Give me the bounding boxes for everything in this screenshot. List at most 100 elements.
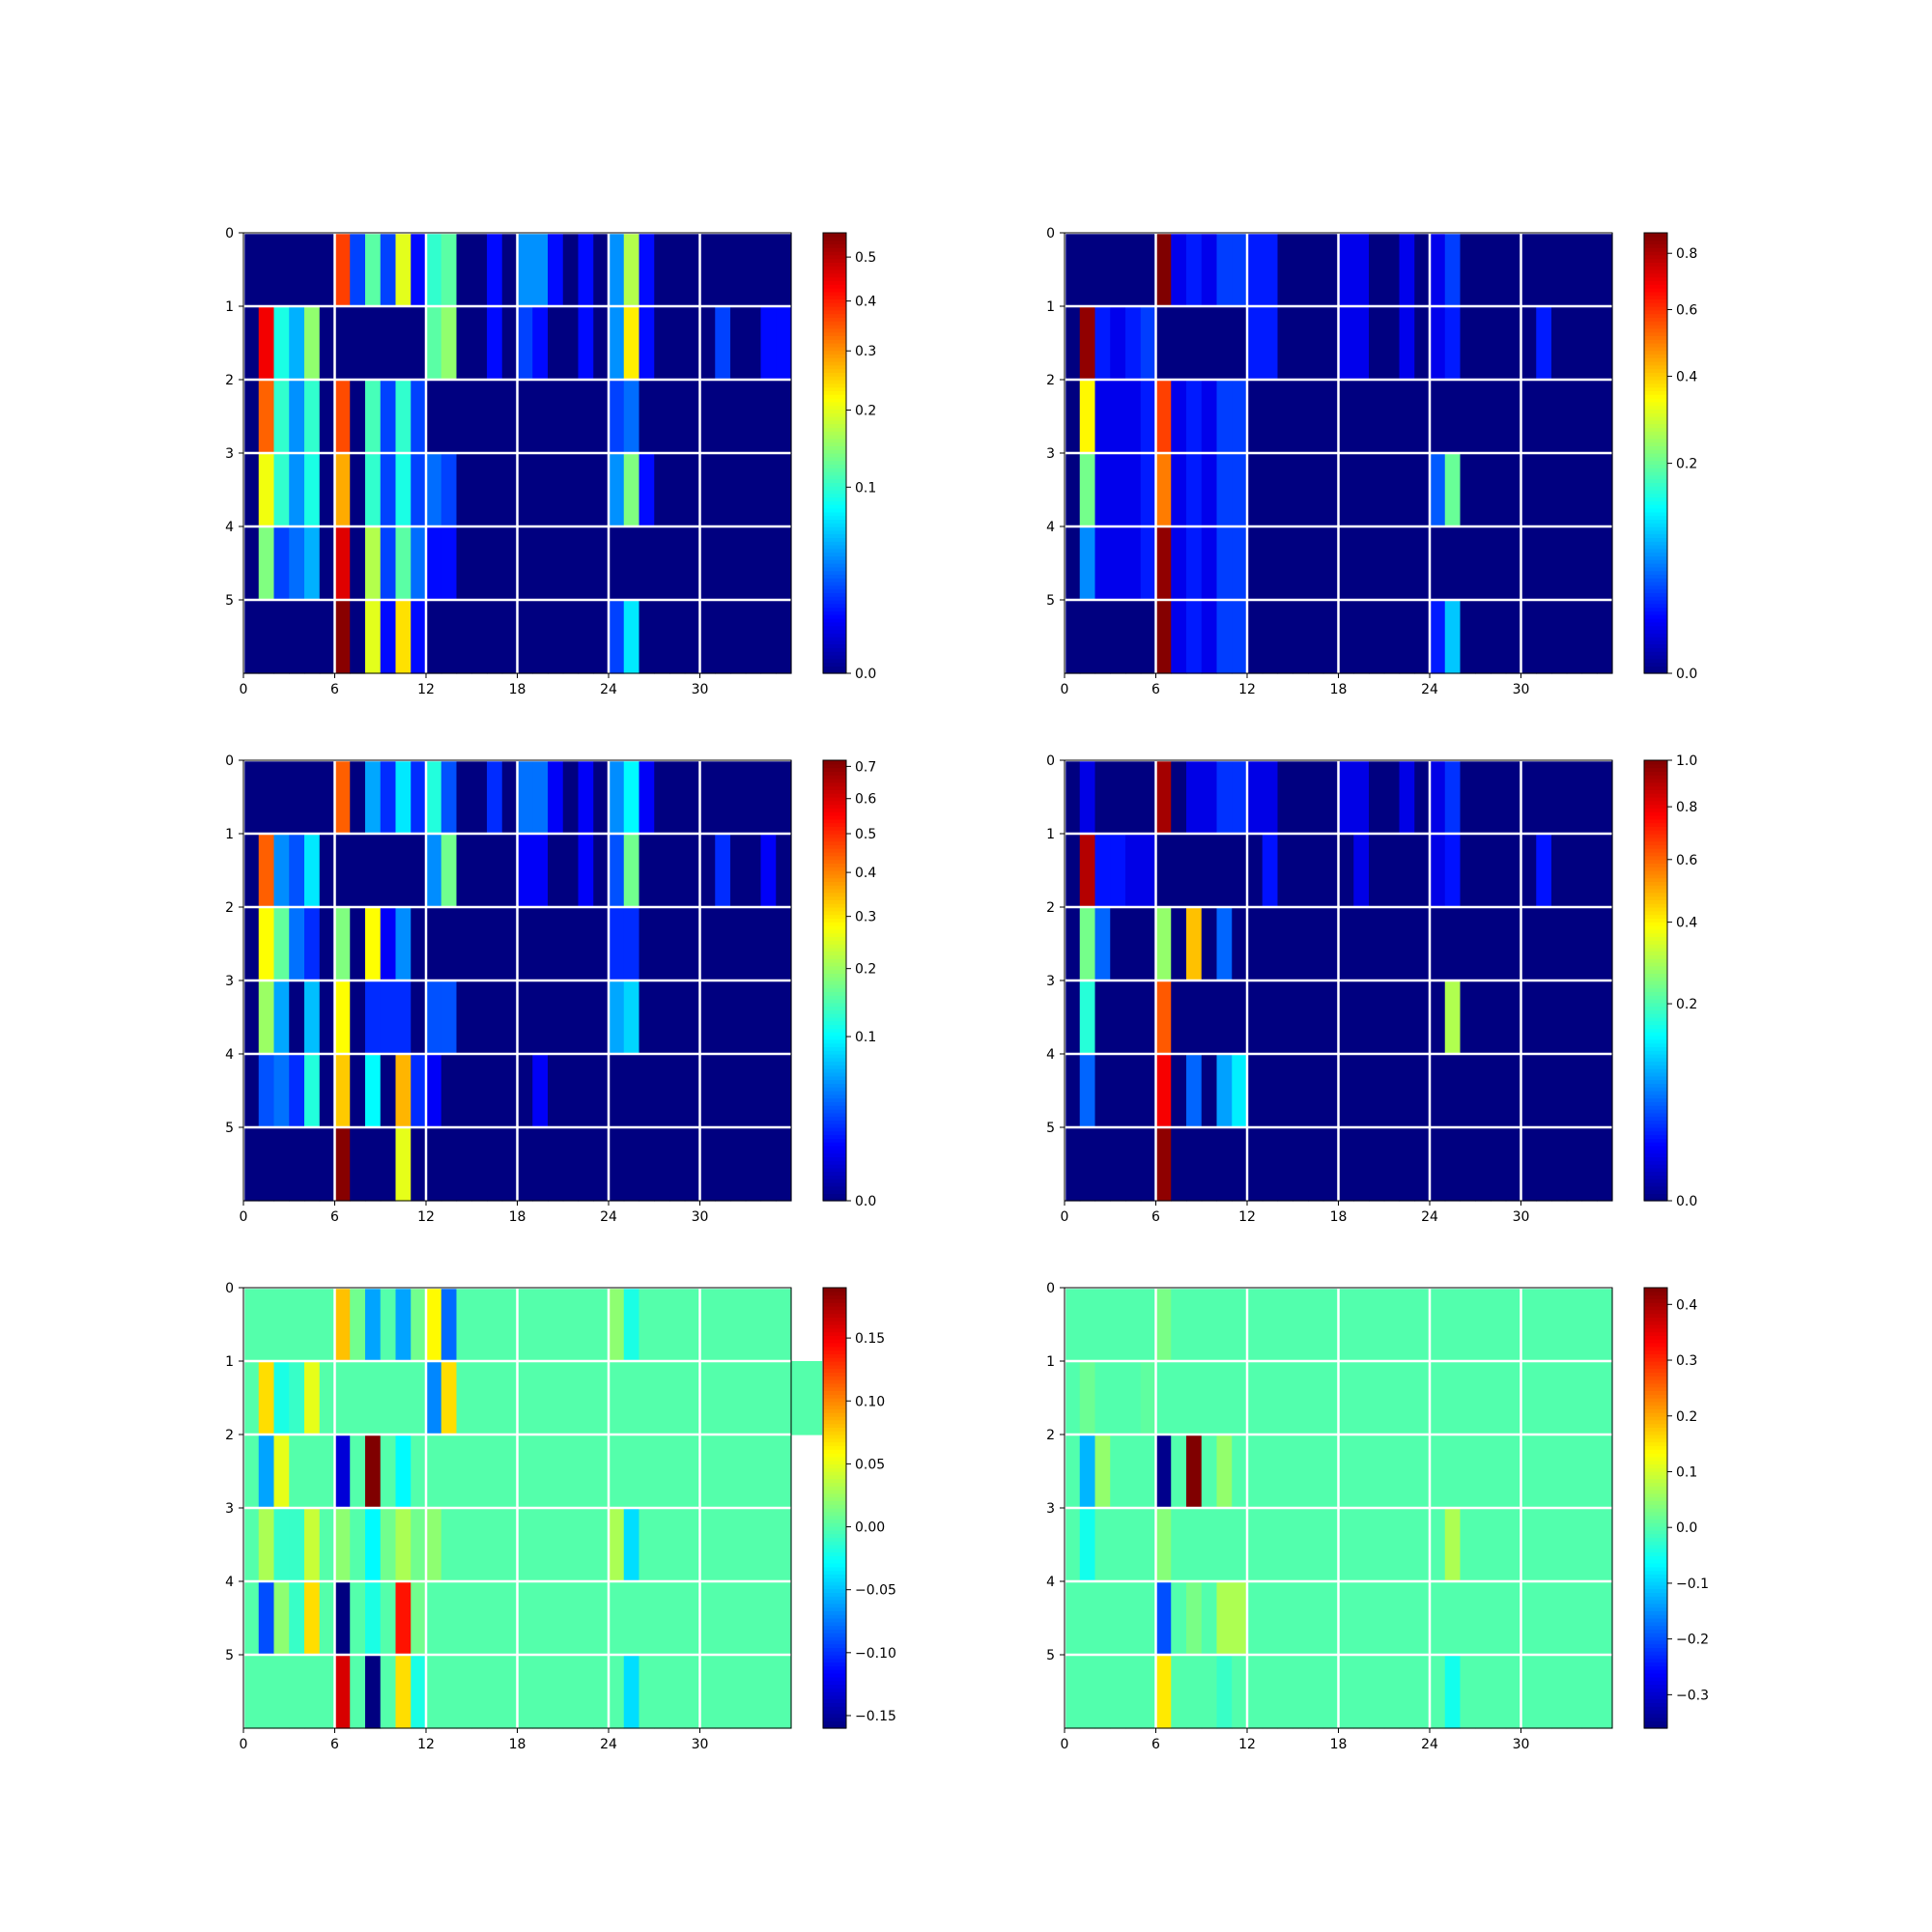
heatmap-cell <box>684 1127 701 1202</box>
heatmap-cell <box>1551 1435 1568 1509</box>
heatmap-cell <box>426 526 442 601</box>
heatmap-cell <box>273 1655 290 1729</box>
heatmap-cell <box>1520 526 1537 601</box>
heatmap-cell <box>426 1288 442 1362</box>
heatmap-cell <box>1383 980 1401 1055</box>
heatmap-cell <box>1369 907 1385 981</box>
heatmap-cell <box>1536 980 1552 1055</box>
heatmap-cell <box>395 306 412 381</box>
colorbar-band <box>823 771 846 776</box>
colorbar-band <box>823 1441 846 1446</box>
heatmap-cell <box>1338 1655 1354 1729</box>
heatmap-cell <box>1277 1361 1293 1435</box>
heatmap-cell <box>395 1581 412 1656</box>
heatmap-cell <box>1140 233 1157 307</box>
heatmap-cell <box>501 1435 519 1509</box>
colorbar-band <box>1644 1017 1667 1022</box>
colorbar-band <box>1644 785 1667 790</box>
heatmap-cell <box>456 834 472 908</box>
heatmap-cell <box>548 526 564 601</box>
colorbar-band <box>1644 1386 1667 1391</box>
heatmap-cell <box>1460 526 1476 601</box>
colorbar-band <box>823 962 846 967</box>
heatmap-cell <box>1125 760 1142 835</box>
heatmap-cell <box>1308 1127 1324 1202</box>
colorbar-band <box>823 390 846 395</box>
heatmap-cell <box>411 834 427 908</box>
colorbar-band <box>1644 1024 1667 1029</box>
heatmap-cell <box>1338 834 1354 908</box>
colorbar-band <box>1644 1142 1667 1147</box>
heatmap-cell <box>1079 760 1096 835</box>
colorbar-band <box>1644 555 1667 560</box>
heatmap-cell <box>1338 1288 1354 1362</box>
colorbar-band <box>823 840 846 845</box>
colorbar-band <box>823 607 846 611</box>
heatmap-cell <box>1430 600 1446 674</box>
colorbar-band <box>823 1639 846 1645</box>
heatmap-cell <box>1475 453 1492 527</box>
heatmap-cell <box>304 306 321 381</box>
heatmap-cell <box>1536 233 1552 307</box>
colorbar-band <box>1644 1309 1667 1315</box>
heatmap-cell <box>1475 834 1492 908</box>
colorbar-band <box>823 980 846 985</box>
heatmap-cell <box>1201 980 1218 1055</box>
heatmap-cell <box>1566 233 1583 307</box>
colorbar-band <box>823 1094 846 1099</box>
heatmap-cell <box>1444 306 1462 381</box>
heatmap-cell <box>1262 1435 1279 1509</box>
heatmap-cell <box>440 1508 458 1582</box>
heatmap-cell <box>380 306 397 381</box>
heatmap-cell <box>578 1581 594 1656</box>
heatmap-cell <box>1171 526 1187 601</box>
colorbar-band <box>823 922 846 926</box>
y-tick-label: 4 <box>1046 1575 1055 1590</box>
heatmap-cell <box>1430 1655 1446 1729</box>
heatmap-cell <box>350 907 366 981</box>
heatmap-cell <box>1551 760 1568 835</box>
x-tick-label: 18 <box>509 1209 526 1225</box>
heatmap-cell <box>1277 1655 1293 1729</box>
heatmap-cell <box>1581 1655 1598 1729</box>
heatmap-cell <box>578 306 594 381</box>
colorbar-band <box>823 240 846 244</box>
colorbar-band <box>1644 325 1667 329</box>
heatmap-cell <box>1581 1581 1598 1656</box>
colorbar-band <box>1644 490 1667 495</box>
colorbar-band <box>823 1698 846 1703</box>
heatmap-cell <box>623 834 640 908</box>
colorbar-band <box>1644 1382 1667 1388</box>
colorbar-tick-label: 0.2 <box>1676 457 1697 472</box>
colorbar-band <box>823 1294 846 1299</box>
colorbar-band <box>1644 523 1667 527</box>
colorbar-band <box>1644 1566 1667 1572</box>
y-tick-label: 5 <box>225 1121 234 1136</box>
heatmap-cell <box>1551 526 1568 601</box>
heatmap-cell <box>334 526 351 601</box>
heatmap-cell <box>1308 306 1324 381</box>
heatmap-cell <box>1140 1288 1157 1362</box>
colorbar-band <box>823 1551 846 1556</box>
heatmap-cell <box>1399 600 1415 674</box>
heatmap-cell <box>1353 907 1370 981</box>
heatmap-cell <box>745 233 762 307</box>
heatmap-cell <box>1597 1508 1613 1582</box>
colorbar-band <box>1644 1655 1667 1660</box>
colorbar-band <box>823 309 846 315</box>
heatmap-cell <box>456 600 472 674</box>
heatmap-cell <box>289 834 305 908</box>
colorbar-band <box>823 826 846 831</box>
colorbar-band <box>823 1614 846 1619</box>
heatmap-cell <box>776 1655 792 1729</box>
heatmap-cell <box>380 1581 397 1656</box>
colorbar-band <box>823 423 846 428</box>
heatmap-cell <box>1322 907 1340 981</box>
colorbar-band <box>1644 1405 1667 1409</box>
colorbar-band <box>1644 1130 1667 1136</box>
heatmap-cell <box>806 1361 823 1435</box>
heatmap-cell <box>304 1288 321 1362</box>
heatmap-cell <box>1597 1127 1613 1202</box>
heatmap-cell <box>1232 233 1248 307</box>
colorbar-band <box>823 785 846 790</box>
